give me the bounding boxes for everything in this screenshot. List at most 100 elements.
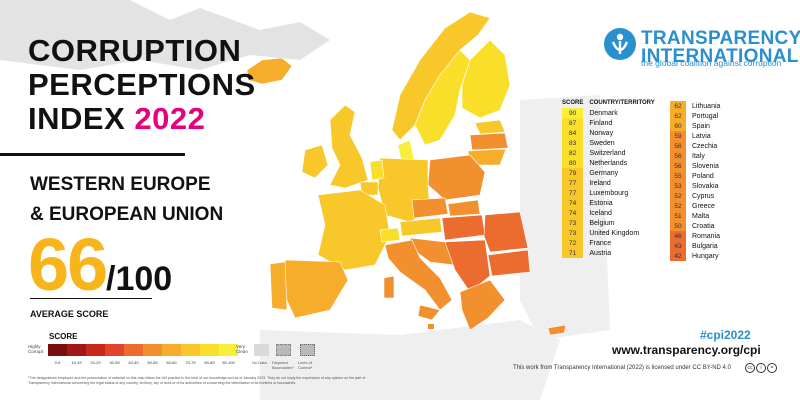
row-score: 83: [562, 138, 584, 148]
table-row: 77 Ireland: [562, 178, 655, 188]
ireland-shape: [301, 144, 329, 179]
transparency-logo-icon: [604, 28, 636, 60]
ranking-table-1: SCORE COUNTRY/TERRITORY 90 Denmark 87 Finla…: [562, 98, 655, 258]
spain-shape: [284, 259, 349, 319]
table-row: 74 Estonia: [562, 198, 655, 208]
ranking-table-2: 62 Lithuania 62 Portugal 60 Spain 59 Latvia 56 Cz…: [670, 101, 720, 261]
row-score: 56: [670, 161, 686, 171]
legend-bin-label: 40-49: [128, 360, 139, 365]
title-line-3: INDEX 2022: [28, 102, 258, 136]
legend-disputed-swatch: [276, 344, 291, 356]
estonia-shape: [474, 119, 506, 135]
legend-swatch: [67, 344, 86, 356]
row-country: Bulgaria: [692, 242, 718, 250]
row-country: Czechia: [692, 142, 718, 150]
table-row: 53 Slovakia: [670, 181, 720, 191]
row-country: Estonia: [589, 199, 613, 207]
row-country: Slovenia: [692, 162, 719, 170]
sicily-shape: [417, 304, 441, 321]
table-row: 55 Poland: [670, 171, 720, 181]
row-country: Malta: [692, 212, 710, 220]
row-country: Sweden: [589, 139, 615, 147]
row-score: 73: [562, 218, 584, 228]
table-row: 84 Norway: [562, 128, 655, 138]
row-country: Poland: [692, 172, 714, 180]
legend-low-label: Highly Corrupt: [28, 344, 44, 354]
row-country: France: [589, 239, 612, 247]
brand-tagline: the global coalition against corruption: [641, 58, 782, 68]
brand-name-line-1: TRANSPARENCY: [641, 28, 800, 49]
legend-color-scale: [48, 344, 238, 356]
row-country: Slovakia: [692, 182, 719, 190]
row-score: 52: [670, 201, 686, 211]
table-row: 51 Malta: [670, 211, 720, 221]
bulgaria-shape: [487, 249, 531, 277]
page-title: CORRUPTION PERCEPTIONS INDEX 2022: [28, 34, 258, 136]
cyprus-shape: [547, 324, 567, 336]
title-line-1: CORRUPTION: [28, 33, 242, 68]
row-score: 84: [562, 128, 584, 138]
cc-icon: cc: [745, 363, 755, 373]
table-row: 56 Czechia: [670, 141, 720, 151]
row-score: 74: [562, 208, 584, 218]
legend-swatch: [105, 344, 124, 356]
iceland-shape: [246, 57, 293, 85]
row-country: Spain: [692, 122, 710, 130]
legend-control-swatch: [300, 344, 315, 356]
hungary-shape: [441, 214, 486, 241]
row-score: 59: [670, 131, 686, 141]
legend-swatch: [162, 344, 181, 356]
table-row: 62 Portugal: [670, 111, 720, 121]
table-row: 56 Italy: [670, 151, 720, 161]
row-score: 46: [670, 231, 686, 241]
license-text: This work from Transparency Internationa…: [513, 365, 731, 371]
row-country: Latvia: [692, 132, 711, 140]
table-row: 42 Hungary: [670, 251, 720, 261]
table-row: 71 Austria: [562, 248, 655, 258]
title-prefix: INDEX: [28, 101, 135, 136]
legend-no-data-swatch: [254, 344, 269, 356]
row-score: 82: [562, 148, 584, 158]
row-country: Ireland: [589, 179, 611, 187]
row-country: Iceland: [589, 209, 612, 217]
row-score: 77: [562, 188, 584, 198]
by-icon: i: [756, 363, 766, 373]
row-score: 62: [670, 111, 686, 121]
table-row: 50 Croatia: [670, 221, 720, 231]
table-header-row: SCORE COUNTRY/TERRITORY: [562, 98, 655, 108]
table-row: 83 Sweden: [562, 138, 655, 148]
row-country: Norway: [589, 129, 614, 137]
legend-bin-label: 60-69: [166, 360, 177, 365]
row-country: Switzerland: [589, 149, 626, 157]
nd-icon: =: [767, 363, 777, 373]
table-row: 52 Greece: [670, 201, 720, 211]
row-score: 74: [562, 198, 584, 208]
greece-shape: [459, 279, 506, 331]
legend-no-data-label: No Data: [252, 360, 267, 365]
region-line-1: WESTERN EUROPE: [30, 174, 211, 195]
row-score: 53: [670, 181, 686, 191]
disclaimer: *The designations employed and the prese…: [28, 376, 366, 385]
legend-bin-label: 0-9: [54, 360, 61, 365]
table-row: 82 Switzerland: [562, 148, 655, 158]
netherlands-shape: [369, 159, 385, 181]
table-row: 80 Netherlands: [562, 158, 655, 168]
finland-shape: [461, 39, 511, 119]
row-country: Finland: [589, 119, 613, 127]
hashtag: #cpi2022: [700, 328, 751, 342]
legend-swatch: [200, 344, 219, 356]
website-link[interactable]: www.transparency.org/cpi: [612, 343, 761, 357]
table-row: 59 Latvia: [670, 131, 720, 141]
malta-shape: [428, 324, 434, 329]
average-score-value: 66: [28, 223, 108, 306]
table-row: 46 Romania: [670, 231, 720, 241]
legend-swatch: [48, 344, 67, 356]
table-row: 90 Denmark: [562, 108, 655, 118]
row-score: 42: [670, 251, 686, 261]
table-row: 56 Slovenia: [670, 161, 720, 171]
italy-shape: [384, 239, 453, 311]
row-score: 71: [562, 248, 584, 258]
table-row: 74 Iceland: [562, 208, 655, 218]
legend-disputed-label: Disputed Boundaries*: [272, 360, 294, 370]
